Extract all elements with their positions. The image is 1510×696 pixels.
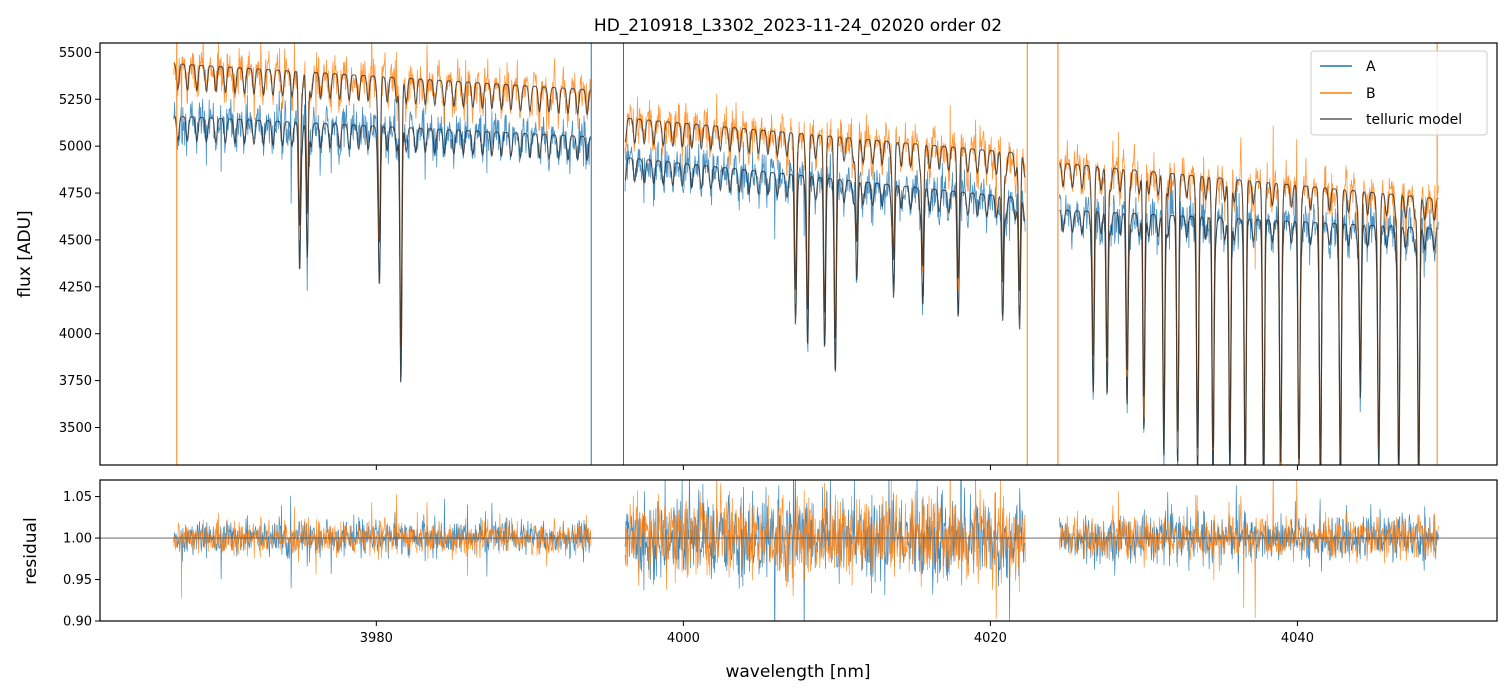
flux-axes-frame xyxy=(99,42,1498,466)
flux-ytick-label-4: 4500 xyxy=(59,233,92,248)
residual-y-axis-label: residual xyxy=(21,517,41,584)
residual-xtick-label-3: 4040 xyxy=(1281,631,1314,646)
flux-ytick-label-5: 4750 xyxy=(59,187,92,202)
residual-series-b-segment-3 xyxy=(1059,480,1439,619)
residual-panel: 0.90 0.95 1.00 1.05 3980 4000 4020 4040 residu… xyxy=(21,479,1498,682)
residual-xtick-label-2: 4020 xyxy=(974,631,1007,646)
residual-xtick-label-0: 3980 xyxy=(360,631,393,646)
legend-label-a: A xyxy=(1366,59,1376,75)
flux-plot-area xyxy=(173,43,1439,465)
x-axis-label: wavelength [nm] xyxy=(725,662,870,682)
flux-panel: 3500 3750 4000 4250 4500 4750 5000 5250 5500 flu… xyxy=(15,42,1498,470)
residual-ytick-label-2: 1.00 xyxy=(63,532,92,547)
flux-ytick-label-7: 5250 xyxy=(59,93,92,108)
flux-x-ticks xyxy=(375,465,1298,470)
residual-axes-frame xyxy=(99,479,1498,622)
flux-ytick-label-2: 4000 xyxy=(59,327,92,342)
flux-series-b-segment-3 xyxy=(1059,125,1439,465)
telluric-model-a-segment-3 xyxy=(1059,209,1439,465)
residual-y-ticks: 0.90 0.95 1.00 1.05 xyxy=(63,490,100,630)
legend-box xyxy=(1310,50,1488,136)
residual-xtick-label-1: 4000 xyxy=(667,631,700,646)
flux-y-ticks: 3500 3750 4000 4250 4500 4750 5000 5250 5500 xyxy=(59,46,100,436)
legend: A B telluric model xyxy=(1310,50,1488,136)
flux-series-a-segment-1 xyxy=(173,79,592,382)
residual-ytick-label-0: 0.90 xyxy=(63,615,92,630)
flux-ytick-label-6: 5000 xyxy=(59,140,92,155)
telluric-model-b-segment-2 xyxy=(624,117,1026,339)
legend-label-b: B xyxy=(1366,86,1376,102)
flux-series-a-segment-3 xyxy=(1059,175,1439,465)
telluric-model-b-segment-1 xyxy=(173,63,592,347)
residual-series-b-segment-2 xyxy=(624,480,1026,619)
flux-y-axis-label: flux [ADU] xyxy=(15,210,35,297)
flux-ytick-label-0: 3500 xyxy=(59,421,92,436)
flux-ytick-label-8: 5500 xyxy=(59,46,92,61)
chart-title: HD_210918_L3302_2023-11-24_02020 order 0… xyxy=(594,16,1002,36)
residual-ytick-label-3: 1.05 xyxy=(63,490,92,505)
residual-x-ticks: 3980 4000 4020 4040 xyxy=(360,621,1314,646)
residual-plot-area xyxy=(100,480,1497,621)
telluric-model-b-segment-3 xyxy=(1059,162,1439,465)
legend-label-model: telluric model xyxy=(1366,112,1462,128)
residual-series-b-segment-1 xyxy=(173,494,592,599)
flux-ytick-label-3: 4250 xyxy=(59,280,92,295)
telluric-model-a-segment-1 xyxy=(173,115,592,383)
flux-ytick-label-1: 3750 xyxy=(59,374,92,389)
residual-ytick-label-1: 0.95 xyxy=(63,573,92,588)
telluric-model-a-segment-2 xyxy=(624,157,1026,372)
